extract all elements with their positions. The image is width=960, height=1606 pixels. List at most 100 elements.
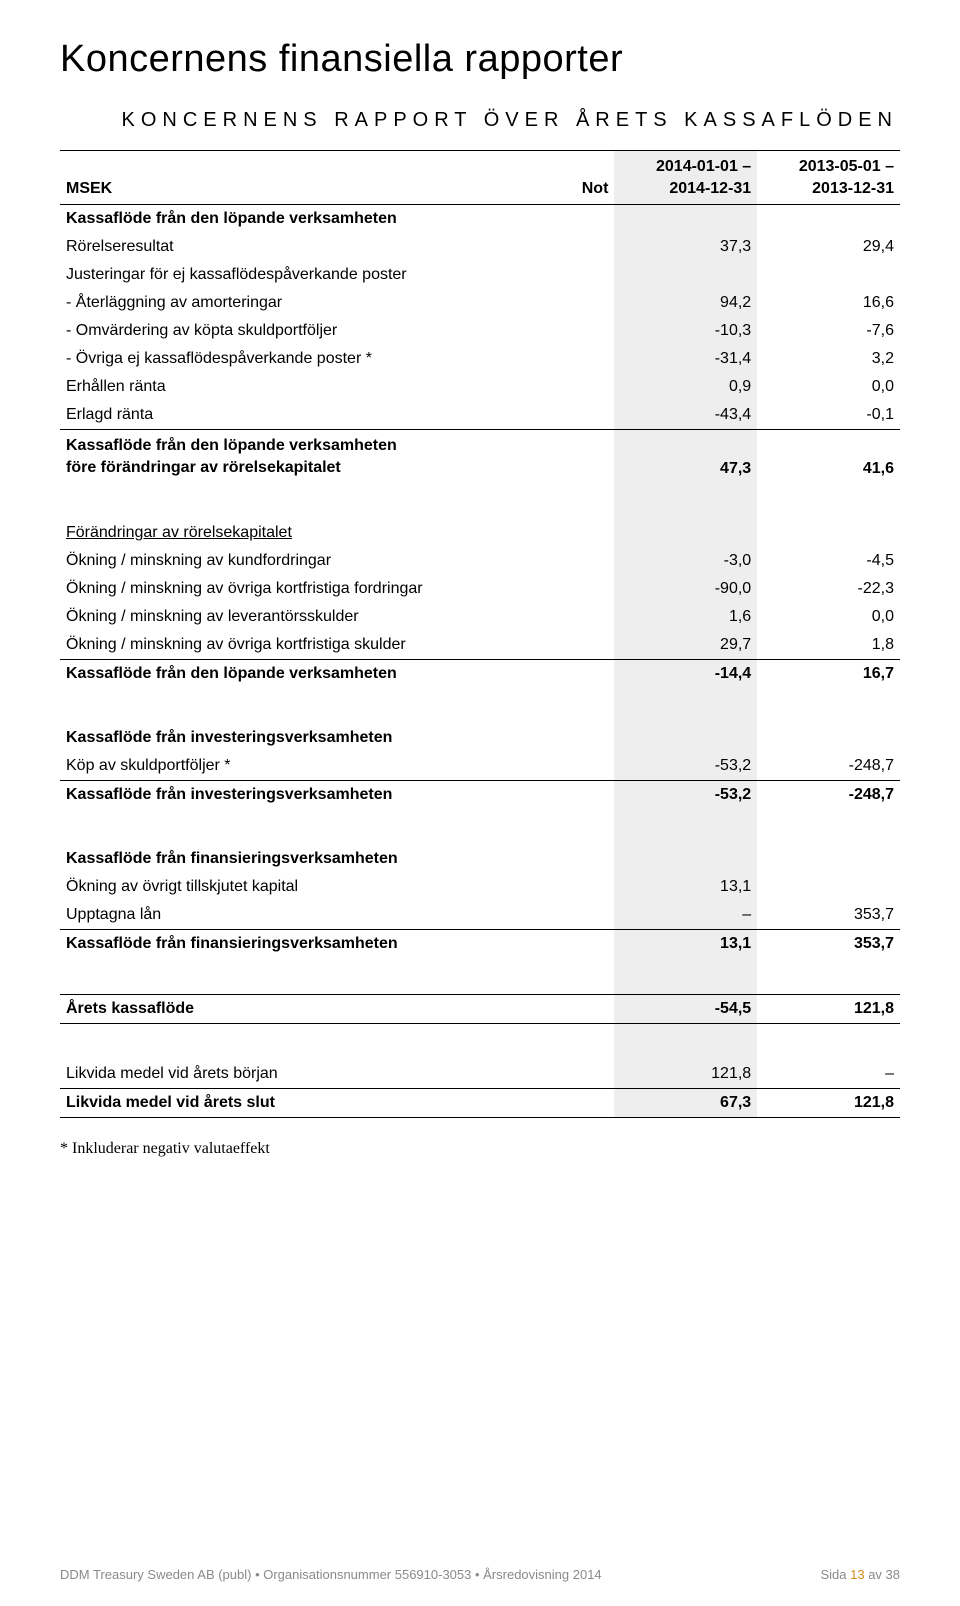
row-label: Förändringar av rörelsekapitalet (60, 519, 547, 547)
row-value-2: -4,5 (757, 547, 900, 575)
row-label: Ökning / minskning av leverantörsskulder (60, 603, 547, 631)
row-value-1 (614, 845, 757, 873)
row-value-2: 16,7 (757, 660, 900, 689)
row-not (547, 547, 614, 575)
row-value-2: 353,7 (757, 930, 900, 959)
table-row: - Återläggning av amorteringar 94,216,6 (60, 289, 900, 317)
row-not (547, 373, 614, 401)
header-period-2-bot: 2013-12-31 (812, 180, 894, 197)
footer-left: DDM Treasury Sweden AB (publ) • Organisa… (60, 1567, 602, 1582)
row-label: Likvida medel vid årets slut (60, 1089, 547, 1118)
row-not (547, 205, 614, 234)
cashflow-table: MSEK Not 2014-01-01 – 2014-12-31 2013-05… (60, 150, 900, 1118)
table-row: Kassaflöde från den löpande verksamheten (60, 205, 900, 234)
row-not (547, 660, 614, 689)
footer-right-suffix: av 38 (865, 1567, 900, 1582)
table-row: Köp av skuldportföljer *-53,2-248,7 (60, 752, 900, 781)
row-label: Erlagd ränta (60, 401, 547, 430)
row-label: Justeringar för ej kassaflödespåverkande… (60, 261, 547, 289)
table-row: Likvida medel vid årets början121,8– (60, 1060, 900, 1089)
row-label: Köp av skuldportföljer * (60, 752, 547, 781)
row-not (547, 575, 614, 603)
page-footer: DDM Treasury Sweden AB (publ) • Organisa… (60, 1567, 900, 1582)
row-not (547, 752, 614, 781)
row-value-1: 94,2 (614, 289, 757, 317)
row-value-1: 0,9 (614, 373, 757, 401)
row-label: Ökning av övrigt tillskjutet kapital (60, 873, 547, 901)
row-not (547, 724, 614, 752)
row-not (547, 995, 614, 1024)
row-label: - Övriga ej kassaflödespåverkande poster… (60, 345, 547, 373)
header-period-2: 2013-05-01 – 2013-12-31 (757, 151, 900, 205)
row-label: Kassaflöde från finansieringsverksamhete… (60, 930, 547, 959)
row-not (547, 901, 614, 930)
row-value-1: -3,0 (614, 547, 757, 575)
row-value-2: – (757, 1060, 900, 1089)
row-not (547, 233, 614, 261)
row-label: Årets kassaflöde (60, 995, 547, 1024)
row-value-2: 0,0 (757, 373, 900, 401)
row-value-1 (614, 205, 757, 234)
row-label: Kassaflöde från investeringsverksamheten (60, 724, 547, 752)
row-not (547, 1060, 614, 1089)
row-value-1: -43,4 (614, 401, 757, 430)
table-row: Rörelseresultat37,329,4 (60, 233, 900, 261)
row-not (547, 873, 614, 901)
row-value-2: 353,7 (757, 901, 900, 930)
page-title: Koncernens finansiella rapporter (60, 38, 900, 81)
row-label: Rörelseresultat (60, 233, 547, 261)
header-period-1-top: 2014-01-01 – (656, 158, 751, 175)
header-period-1-bot: 2014-12-31 (669, 180, 751, 197)
table-row: Kassaflöde från den löpande verksamheten… (60, 660, 900, 689)
row-not (547, 317, 614, 345)
row-not (547, 930, 614, 959)
section-title: KONCERNENS RAPPORT ÖVER ÅRETS KASSAFLÖDE… (60, 109, 900, 132)
row-value-2 (757, 519, 900, 547)
footer-page-number: 13 (850, 1567, 864, 1582)
table-row (60, 1024, 900, 1061)
row-value-2: 0,0 (757, 603, 900, 631)
table-row (60, 958, 900, 995)
row-value-1: 13,1 (614, 930, 757, 959)
row-value-1: -14,4 (614, 660, 757, 689)
row-value-2 (757, 205, 900, 234)
row-value-1: – (614, 901, 757, 930)
row-label: Likvida medel vid årets början (60, 1060, 547, 1089)
row-value-1 (614, 724, 757, 752)
row-label: Kassaflöde från finansieringsverksamhete… (60, 845, 547, 873)
row-value-2: -7,6 (757, 317, 900, 345)
table-row: Likvida medel vid årets slut 67,3121,8 (60, 1089, 900, 1118)
row-value-1: 47,3 (614, 430, 757, 484)
row-value-2 (757, 724, 900, 752)
row-value-2: -248,7 (757, 781, 900, 810)
row-value-2: 41,6 (757, 430, 900, 484)
row-label: Ökning / minskning av övriga kortfristig… (60, 631, 547, 660)
table-row (60, 688, 900, 724)
row-value-2: 16,6 (757, 289, 900, 317)
table-row: Erlagd ränta-43,4-0,1 (60, 401, 900, 430)
row-label: Kassaflöde från den löpande verksamheten… (60, 430, 547, 484)
table-row (60, 483, 900, 519)
row-value-1: -90,0 (614, 575, 757, 603)
row-label: - Återläggning av amorteringar (60, 289, 547, 317)
table-row: Ökning / minskning av övriga kortfristig… (60, 575, 900, 603)
row-not (547, 401, 614, 430)
table-row: Ökning av övrigt tillskjutet kapital 13,1 (60, 873, 900, 901)
table-row: Kassaflöde från investeringsverksamheten (60, 724, 900, 752)
row-label: Kassaflöde från den löpande verksamheten (60, 205, 547, 234)
row-value-1: -54,5 (614, 995, 757, 1024)
row-value-1: 67,3 (614, 1089, 757, 1118)
row-value-1: 29,7 (614, 631, 757, 660)
row-not (547, 845, 614, 873)
table-row: Ökning / minskning av övriga kortfristig… (60, 631, 900, 660)
table-header-row: MSEK Not 2014-01-01 – 2014-12-31 2013-05… (60, 151, 900, 205)
row-not (547, 1089, 614, 1118)
row-value-1 (614, 261, 757, 289)
row-not (547, 631, 614, 660)
row-label: Ökning / minskning av kundfordringar (60, 547, 547, 575)
row-value-2 (757, 261, 900, 289)
row-value-1: 13,1 (614, 873, 757, 901)
row-value-2: 121,8 (757, 1089, 900, 1118)
row-value-1: -31,4 (614, 345, 757, 373)
table-row: Kassaflöde från den löpande verksamheten… (60, 430, 900, 484)
